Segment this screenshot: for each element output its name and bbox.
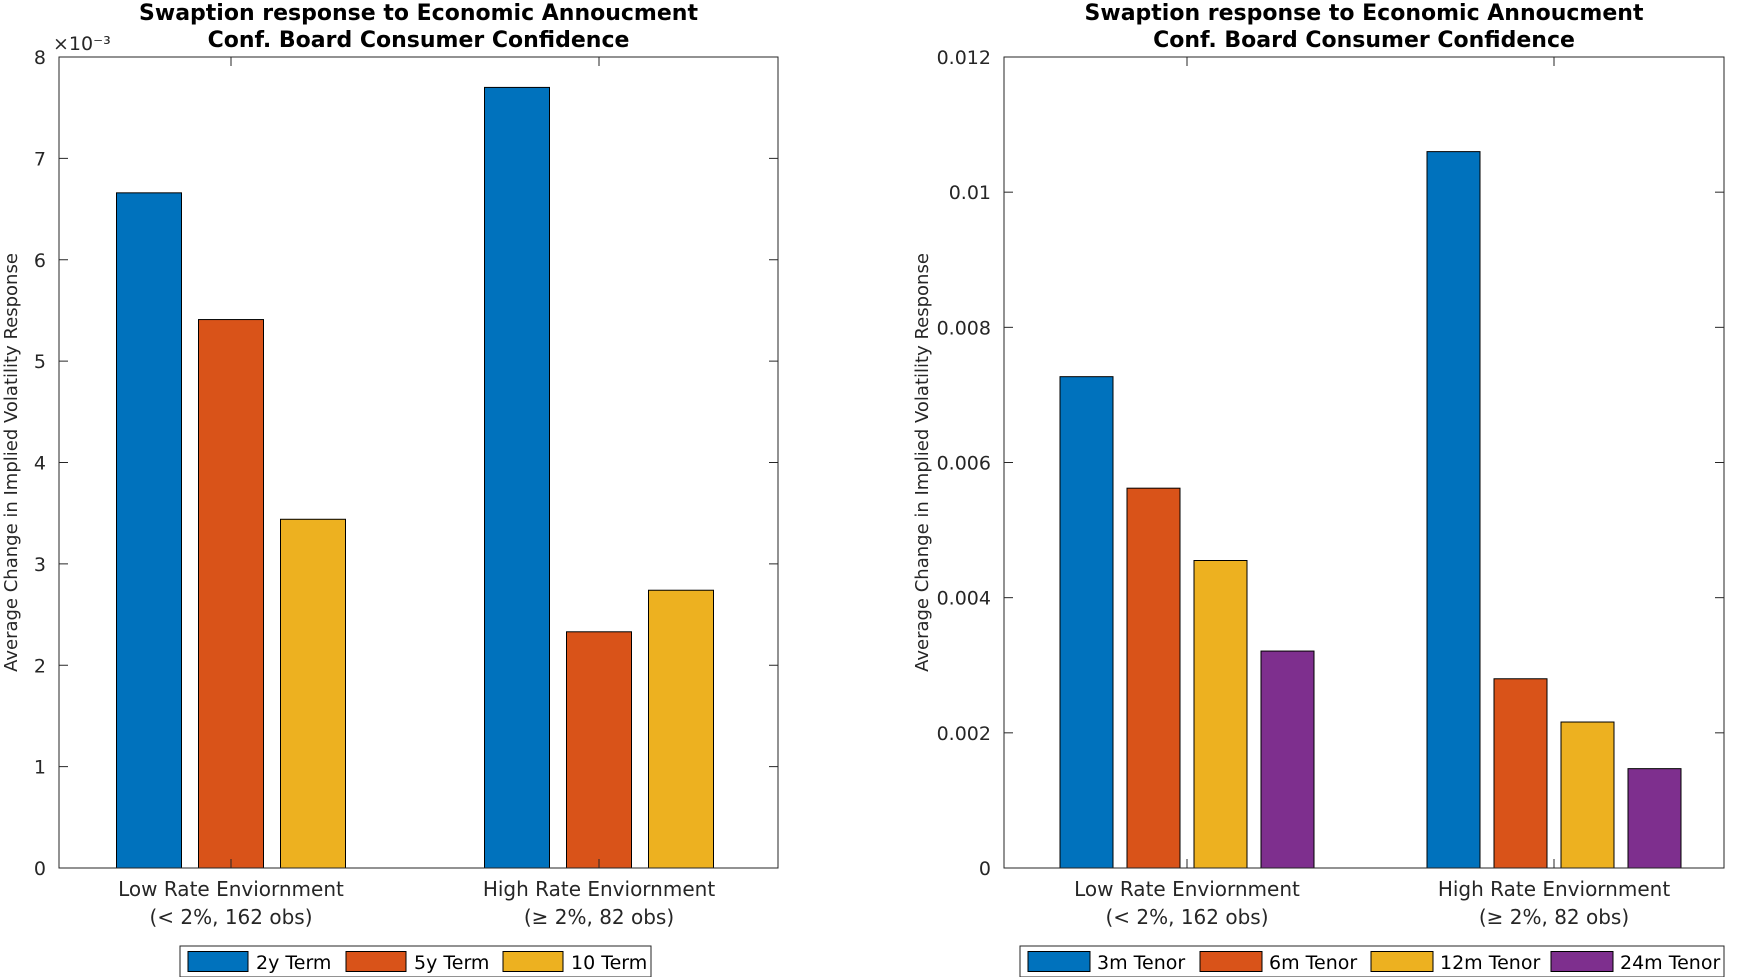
chart-panel-2: 0 0.002 0.004 0.006 0.008 0.01 0.012 Low Rate E… [912,1,1725,977]
bar-10-term-group-2 [648,589,714,869]
chart-title: Conf. Board Consumer Confidence [1153,28,1575,53]
y-tick-label: 6 [34,250,46,272]
legend-swatch [1550,951,1614,972]
legend-label: 2y Term [256,952,331,974]
legend: 3m Tenor 6m Tenor 12m Tenor 24m Tenor [1019,945,1725,977]
legend-swatch [502,951,564,972]
x-category-label: High Rate Enviornment [483,877,715,901]
y-tick-label: 0 [979,858,991,880]
y-tick-label: 0.002 [937,723,991,745]
x-category-label: Low Rate Enviornment [1074,877,1300,901]
y-tick-label: 7 [34,148,46,170]
y-tick-label: 0.01 [949,182,991,204]
bar-3m-tenor-group-2 [1426,151,1481,869]
y-tick-label: 0.004 [937,588,991,610]
y-tick-label: 0 [34,858,46,880]
x-category-label: (< 2%, 162 obs) [149,905,312,929]
bar-6m-tenor-group-2 [1493,678,1548,869]
x-category-label: Low Rate Enviornment [118,877,344,901]
y-tick-label: 4 [34,453,46,475]
legend-swatch [345,951,407,972]
y-tick-label: 2 [34,655,46,677]
legend-swatch [1199,951,1263,972]
bar-3m-tenor-group-1 [1059,376,1114,869]
x-category-label: (< 2%, 162 obs) [1105,905,1268,929]
legend-label: 6m Tenor [1269,952,1357,974]
x-category-label: (≥ 2%, 82 obs) [1479,905,1629,929]
bar-12m-tenor-group-2 [1560,721,1615,869]
y-tick-label: 0.006 [937,453,991,475]
y-exponent-label: ×10⁻³ [53,33,111,55]
legend-box [179,945,652,977]
y-axis-label: Average Change in Implied Volatility Res… [1,253,22,672]
chart-title: Swaption response to Economic Annoucment [139,1,698,26]
legend-swatch [1027,951,1091,972]
legend-label: 12m Tenor [1440,952,1540,974]
bar-24m-tenor-group-2 [1627,768,1682,869]
bar-2y-term-group-2 [484,86,550,869]
bar-5y-term-group-2 [566,631,632,869]
legend-label: 10 Term [571,952,647,974]
y-tick-label: 1 [34,757,46,779]
x-category-label: High Rate Enviornment [1438,877,1670,901]
legend: 2y Term 5y Term 10 Term [179,945,652,977]
bar-24m-tenor-group-1 [1260,650,1315,869]
y-axis-label: Average Change in Implied Volatility Res… [912,253,933,672]
y-tick-label: 8 [34,47,46,69]
y-tick-label: 0.008 [937,317,991,339]
bar-5y-term-group-1 [198,319,264,869]
chart-title: Swaption response to Economic Annoucment [1085,1,1644,26]
y-tick-label: 0.012 [937,47,991,69]
bar-2y-term-group-1 [116,192,182,869]
legend-label: 3m Tenor [1097,952,1185,974]
chart-panel-1: 0 1 2 3 4 5 6 7 8 Low Rate Enviornment (< 2%, 162 … [1,1,779,977]
x-category-label: (≥ 2%, 82 obs) [524,905,674,929]
legend-label: 24m Tenor [1620,952,1720,974]
bar-10-term-group-1 [280,518,346,869]
bar-6m-tenor-group-1 [1126,487,1181,869]
y-tick-label: 5 [34,351,46,373]
y-tick-label: 3 [34,554,46,576]
legend-label: 5y Term [414,952,489,974]
chart-title: Conf. Board Consumer Confidence [208,28,630,53]
legend-swatch [1370,951,1434,972]
legend-swatch [187,951,249,972]
bar-12m-tenor-group-1 [1193,560,1248,869]
